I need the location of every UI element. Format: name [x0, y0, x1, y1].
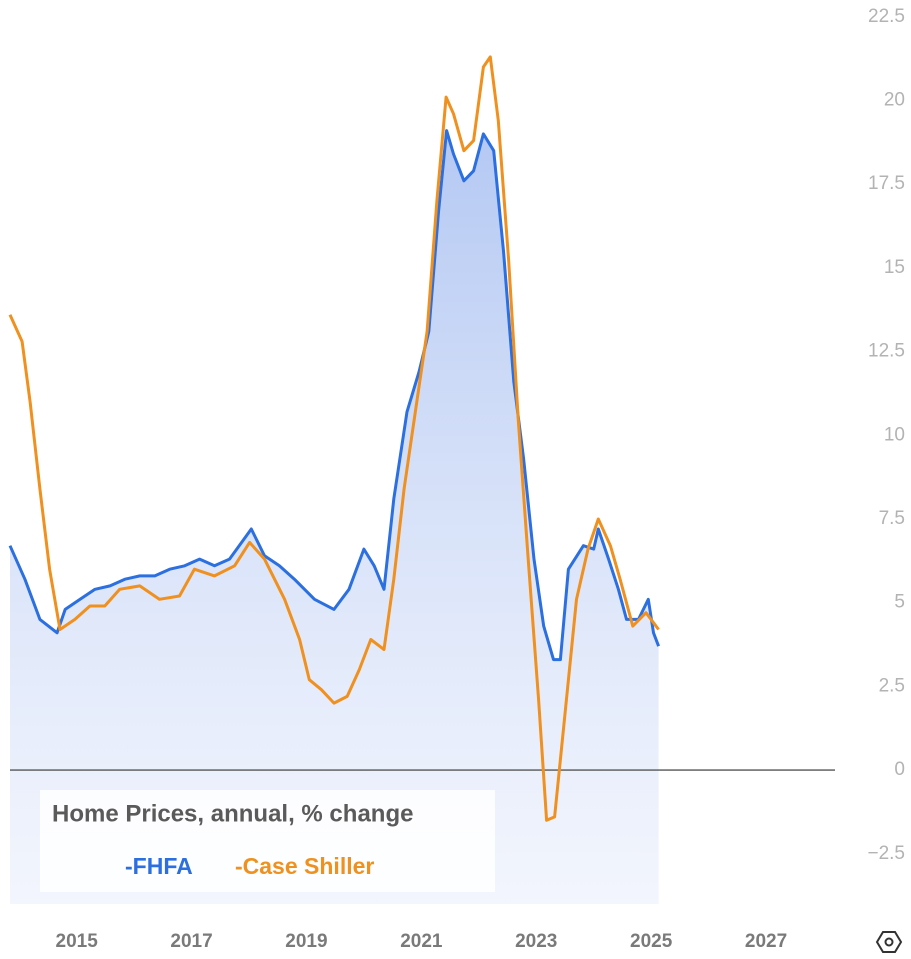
- x-tick-label: 2015: [56, 931, 99, 952]
- settings-icon[interactable]: [875, 931, 903, 953]
- series-area: [10, 130, 659, 905]
- y-tick-label: 15: [884, 257, 905, 278]
- y-tick-label: −2.5: [867, 843, 905, 864]
- y-tick-label: 5: [894, 592, 905, 613]
- y-tick-label: 0: [894, 759, 905, 780]
- legend: -FHFA -Case Shiller: [125, 853, 374, 879]
- x-tick-label: 2019: [285, 931, 327, 952]
- plot-area: [8, 55, 835, 905]
- x-tick-label: 2025: [630, 931, 673, 952]
- icon-dot: [884, 937, 894, 947]
- legend-label: -Case Shiller: [235, 853, 374, 879]
- chart-title: Home Prices, annual, % change: [52, 800, 413, 827]
- x-tick-label: 2027: [745, 931, 787, 952]
- x-tick-label: 2017: [170, 931, 212, 952]
- y-tick-label: 22.5: [868, 6, 905, 27]
- x-tick-label: 2021: [400, 931, 443, 952]
- icon-hex: [875, 931, 903, 953]
- legend-box: [40, 790, 495, 892]
- legend-label: -FHFA: [125, 853, 193, 879]
- y-tick-label: 7.5: [879, 508, 905, 529]
- series-line: [8, 55, 660, 822]
- y-tick-label: 12.5: [868, 341, 905, 362]
- y-tick-label: 2.5: [879, 675, 905, 696]
- y-tick-label: 17.5: [868, 173, 905, 194]
- y-tick-label: 10: [884, 424, 905, 445]
- series-line: [8, 129, 661, 662]
- y-tick-label: 20: [884, 89, 905, 110]
- x-tick-label: 2023: [515, 931, 557, 952]
